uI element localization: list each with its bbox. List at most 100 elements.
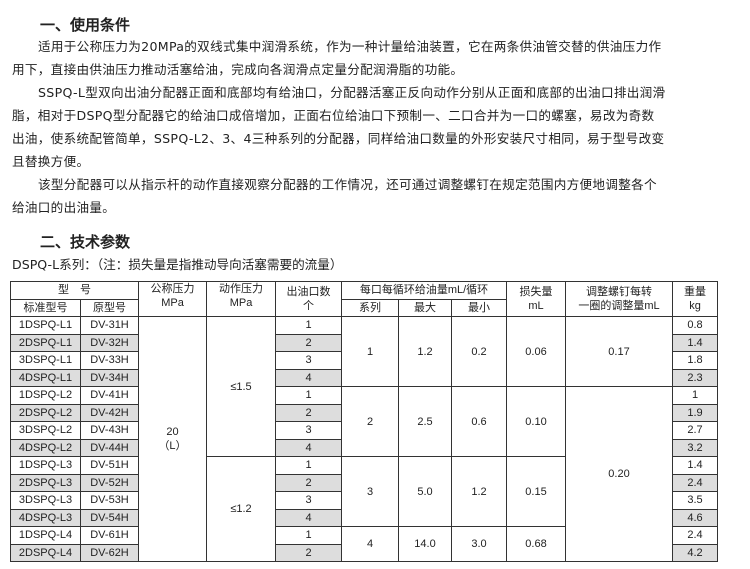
weight: 1 [672,386,718,405]
weight: 4.2 [672,543,718,562]
weight: 1.4 [672,333,718,352]
header-adjust-2: 一圈的调整量mL [578,300,660,312]
weight: 2.4 [672,473,718,492]
usage-text: 适用于公称压力为20MPa的双线式集中润滑系统，作为一种计量给油装置，它在两条供… [12,35,734,219]
orig-model: DV-51H [80,456,139,475]
orig-model: DV-34H [80,368,139,387]
weight: 2.4 [672,526,718,545]
outlet-count: 4 [275,368,342,387]
table-row: 3DSPQ-L3 DV-53H 3 3.5 [10,491,718,510]
section-title-usage: 一、使用条件 [40,16,131,34]
orig-model: DV-61H [80,526,139,545]
outlet-count: 2 [275,473,342,492]
outlet-count: 1 [275,386,342,405]
header-loss-unit: mL [528,300,544,312]
weight: 2.3 [672,368,718,387]
outlet-count: 3 [275,421,342,440]
adjust-amount: 0.17 [565,316,673,387]
paragraph-line: 出油，使系统配管简单，SSPQ-L2、3、4三种系列的分配器，同样给油口数量的外… [12,131,665,146]
table-row: 1DSPQ-L3 DV-51H ≤1.2 1 3 5.0 1.2 0.15 1.4 [10,456,718,562]
table-row: 4DSPQ-L2 DV-44H 4 3.2 [10,438,718,457]
std-model: 1DSPQ-L2 [10,386,81,405]
std-model: 2DSPQ-L1 [10,333,81,352]
group-min: 3.0 [451,526,507,562]
outlet-count: 1 [275,316,342,335]
group-loss: 0.06 [506,316,566,387]
std-model: 2DSPQ-L2 [10,403,81,422]
orig-model: DV-42H [80,403,139,422]
orig-model: DV-52H [80,473,139,492]
group-loss: 0.68 [506,526,566,562]
orig-model: DV-62H [80,543,139,562]
header-per-cycle: 每口每循环给油量mL/循环 [341,281,507,300]
header-action-unit: MPa [229,297,253,309]
weight: 1.4 [672,456,718,475]
weight: 2.7 [672,421,718,440]
group-series: 1 [341,316,399,387]
header-nominal-unit: MPa [161,297,184,309]
orig-model: DV-53H [80,491,139,510]
outlet-count: 3 [275,491,342,510]
paragraph-line: 脂，相对于DSPQ型分配器它的给油口成倍增加，正面右位给油口下预制一、二口合并为… [12,108,655,123]
header-loss: 损失量 [519,286,553,298]
outlet-count: 3 [275,351,342,370]
table-row: 3DSPQ-L1 DV-33H 3 1.8 [10,351,718,370]
group-series: 4 [341,526,399,562]
weight: 3.5 [672,491,718,510]
outlet-count: 1 [275,456,342,475]
header-max: 最大 [398,298,452,317]
weight: 4.6 [672,508,718,527]
outlet-count: 2 [275,333,342,352]
nominal-value: 20 [166,426,179,438]
header-weight: 重量 [684,286,706,298]
group-min: 1.2 [451,456,507,527]
group-max: 14.0 [398,526,452,562]
header-action: 动作压力 [219,283,263,295]
table-row: 2DSPQ-L4 DV-62H 2 4.2 [10,543,718,562]
paragraph-line: 给油口的出油量。 [12,200,116,215]
action-pressure: ≤1.2 [206,456,276,562]
header-orig-model: 原型号 [80,298,139,317]
header-weight-unit: kg [689,300,701,312]
paragraph-line: 用下，直接由供油压力推动活塞给油，完成向各润滑点定量分配润滑脂的功能。 [12,62,464,77]
std-model: 3DSPQ-L1 [10,351,81,370]
header-model: 型 号 [10,281,139,300]
group-min: 0.6 [451,386,507,457]
table-row: 2DSPQ-L1 DV-32H 2 1.4 [10,333,718,352]
table-row: 1DSPQ-L1 DV-31H 20 （L） ≤1.5 1 1 1.2 0.2 0.06 0.17 0… [10,316,718,562]
header-std-model: 标准型号 [10,298,81,317]
header-outlets: 出油口数 [286,286,331,298]
group-max: 1.2 [398,316,452,387]
orig-model: DV-31H [80,316,139,335]
outlet-count: 1 [275,526,342,545]
adjust-amount: 0.20 [565,386,673,562]
table-row: 3DSPQ-L2 DV-43H 3 2.7 [10,421,718,440]
paragraph-line: 该型分配器可以从指示杆的动作直接观察分配器的工作情况，还可通过调整螺钉在规定范围… [38,177,657,192]
paragraph-line: 适用于公称压力为20MPa的双线式集中润滑系统，作为一种计量给油装置，它在两条供… [38,39,662,54]
header-min: 最小 [451,298,507,317]
std-model: 1DSPQ-L4 [10,526,81,545]
orig-model: DV-32H [80,333,139,352]
orig-model: DV-41H [80,386,139,405]
orig-model: DV-43H [80,421,139,440]
std-model: 1DSPQ-L1 [10,316,81,335]
weight: 0.8 [672,316,718,335]
outlet-count: 2 [275,403,342,422]
weight: 3.2 [672,438,718,457]
header-series: 系列 [341,298,399,317]
std-model: 4DSPQ-L3 [10,508,81,527]
header-adjust: 调整螺钉每转 [586,286,652,298]
outlet-count: 4 [275,438,342,457]
action-pressure: ≤1.5 [206,316,276,457]
group-series: 3 [341,456,399,527]
std-model: 3DSPQ-L2 [10,421,81,440]
group-loss: 0.10 [506,386,566,457]
weight: 1.8 [672,351,718,370]
header-nominal: 公称压力 [150,283,195,295]
nominal-pressure: 20 （L） [138,316,207,562]
table-caption: DSPQ-L系列：（注：损失量是指推动导向活塞需要的流量） [12,257,343,272]
std-model: 4DSPQ-L1 [10,368,81,387]
spec-table: 型 号 公称压力 MPa 动作压力 MPa 出油口数个 每口每循环给油量mL/循环 … [10,281,718,562]
orig-model: DV-44H [80,438,139,457]
group-max: 2.5 [398,386,452,457]
